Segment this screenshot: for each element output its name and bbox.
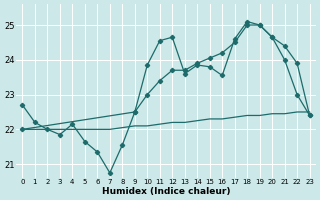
X-axis label: Humidex (Indice chaleur): Humidex (Indice chaleur) xyxy=(102,187,230,196)
